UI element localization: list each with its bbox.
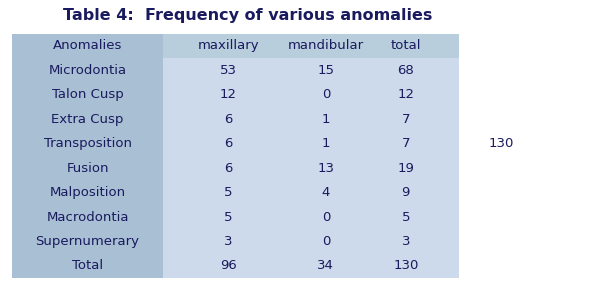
Text: 7: 7 bbox=[402, 137, 410, 150]
Text: maxillary: maxillary bbox=[198, 39, 259, 53]
Text: Malposition: Malposition bbox=[50, 186, 126, 199]
Text: mandibular: mandibular bbox=[288, 39, 364, 53]
Text: 1: 1 bbox=[321, 113, 330, 126]
Text: 12: 12 bbox=[397, 88, 414, 101]
Text: 7: 7 bbox=[402, 113, 410, 126]
Text: Anomalies: Anomalies bbox=[53, 39, 122, 53]
Text: 5: 5 bbox=[224, 210, 233, 224]
Text: Transposition: Transposition bbox=[43, 137, 132, 150]
Text: 53: 53 bbox=[220, 64, 237, 77]
Text: Supernumerary: Supernumerary bbox=[36, 235, 140, 248]
Text: total: total bbox=[391, 39, 421, 53]
Text: 13: 13 bbox=[317, 162, 335, 175]
Text: 9: 9 bbox=[402, 186, 410, 199]
Text: 4: 4 bbox=[322, 186, 330, 199]
Text: 12: 12 bbox=[220, 88, 237, 101]
Text: 0: 0 bbox=[322, 210, 330, 224]
Text: Macrodontia: Macrodontia bbox=[47, 210, 129, 224]
Text: 0: 0 bbox=[322, 235, 330, 248]
Text: 68: 68 bbox=[397, 64, 414, 77]
Text: Table 4:  Frequency of various anomalies: Table 4: Frequency of various anomalies bbox=[63, 8, 432, 23]
Text: Microdontia: Microdontia bbox=[48, 64, 127, 77]
Text: Total: Total bbox=[72, 259, 103, 273]
FancyBboxPatch shape bbox=[163, 34, 459, 58]
Text: 6: 6 bbox=[224, 113, 233, 126]
Text: 6: 6 bbox=[224, 162, 233, 175]
Text: 6: 6 bbox=[224, 137, 233, 150]
Text: 130: 130 bbox=[393, 259, 419, 273]
Text: Talon Cusp: Talon Cusp bbox=[52, 88, 123, 101]
Text: 19: 19 bbox=[397, 162, 414, 175]
Text: 15: 15 bbox=[317, 64, 335, 77]
Text: Fusion: Fusion bbox=[66, 162, 109, 175]
FancyBboxPatch shape bbox=[163, 34, 459, 278]
FancyBboxPatch shape bbox=[12, 34, 163, 278]
Text: 5: 5 bbox=[402, 210, 410, 224]
Text: 130: 130 bbox=[489, 137, 514, 150]
Text: 96: 96 bbox=[220, 259, 237, 273]
Text: 0: 0 bbox=[322, 88, 330, 101]
Text: 1: 1 bbox=[321, 137, 330, 150]
Text: 34: 34 bbox=[318, 259, 334, 273]
Text: 3: 3 bbox=[224, 235, 233, 248]
Text: Extra Cusp: Extra Cusp bbox=[51, 113, 124, 126]
Text: 5: 5 bbox=[224, 186, 233, 199]
Text: 3: 3 bbox=[402, 235, 410, 248]
